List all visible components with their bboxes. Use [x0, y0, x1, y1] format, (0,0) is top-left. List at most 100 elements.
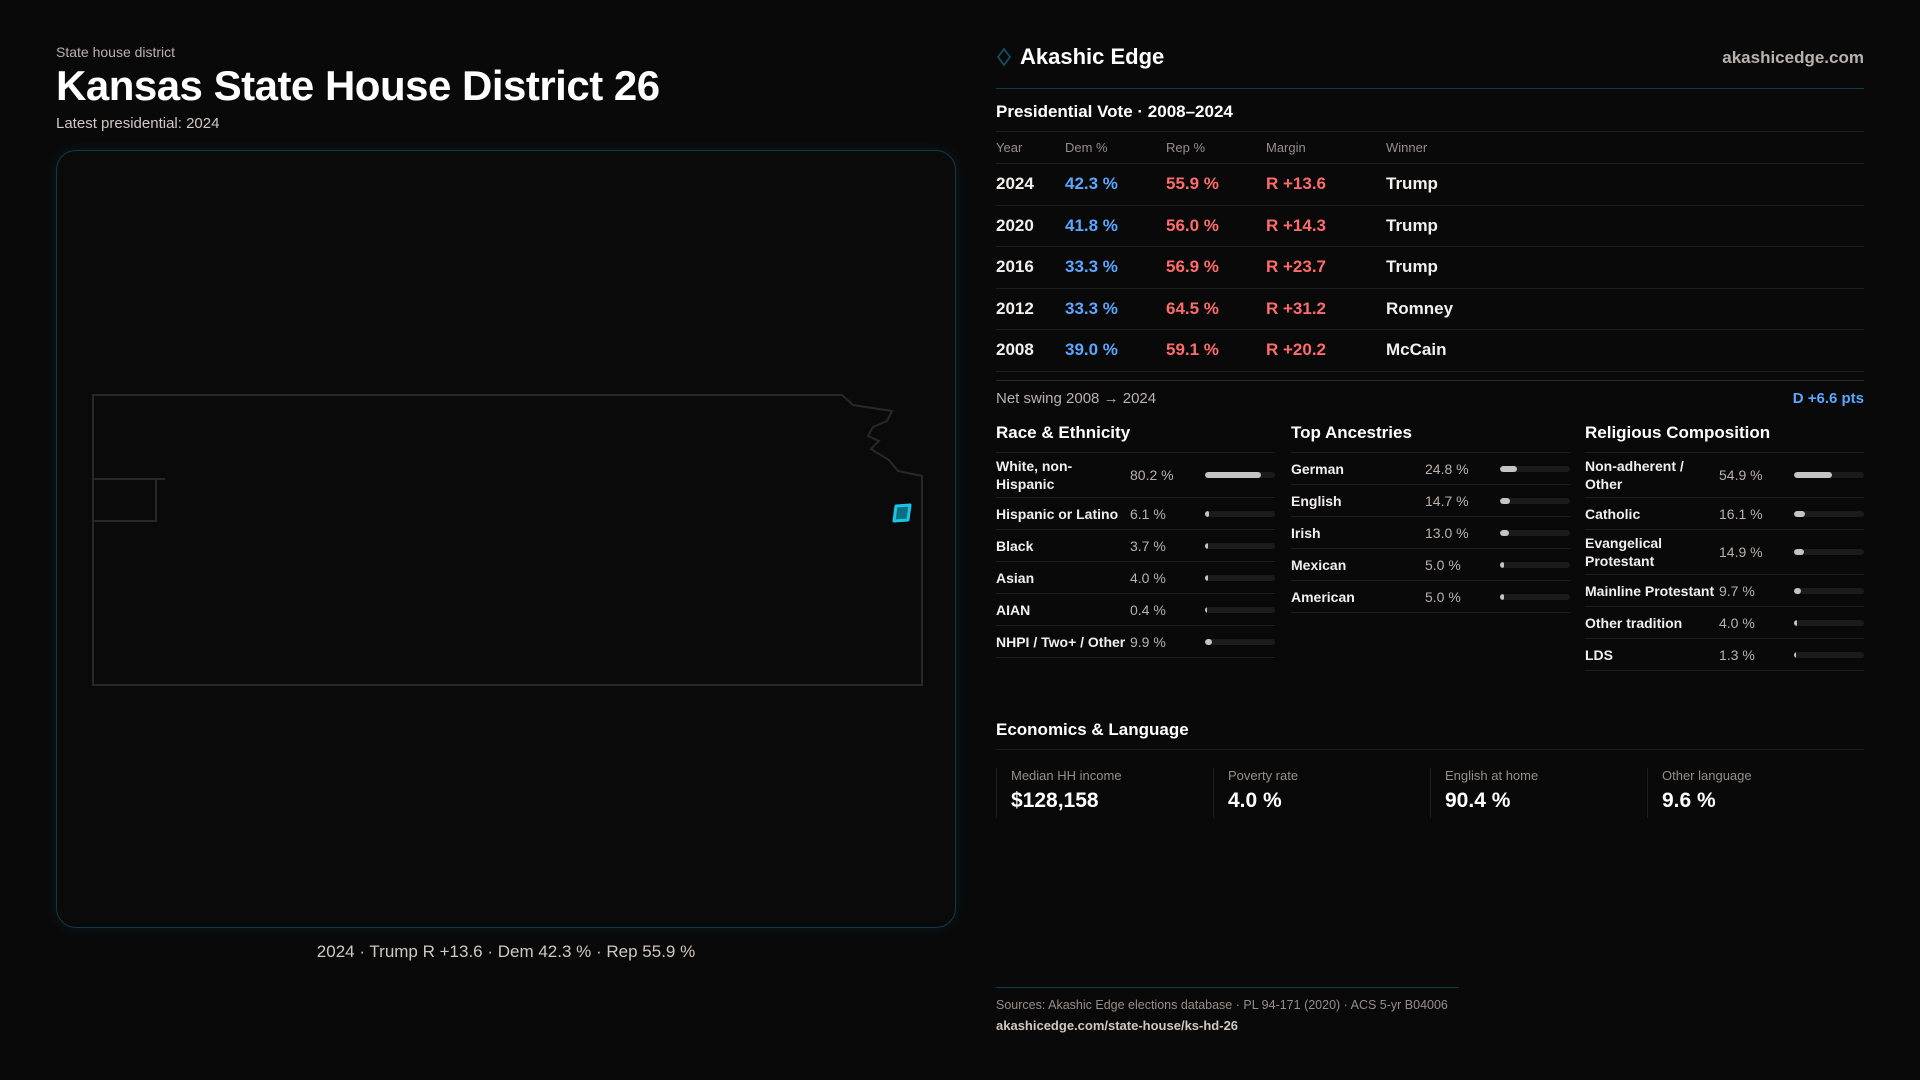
district-map[interactable] [56, 150, 956, 928]
share-bar-fill [1205, 638, 1212, 645]
religion-row: Other tradition 4.0 % [1585, 607, 1864, 639]
race-row: Hispanic or Latino 6.1 % [996, 498, 1275, 530]
stat-value: $128,158 [1011, 789, 1099, 812]
ancestry-row: Mexican 5.0 % [1291, 549, 1570, 581]
row-label: Asian [996, 569, 1035, 586]
share-bar-fill [1205, 510, 1210, 517]
site-link[interactable]: akashicedge.com [1722, 48, 1864, 67]
cell-winner: Trump [1386, 163, 1864, 206]
district-26-highlight[interactable] [892, 503, 912, 523]
header-divider [996, 88, 1864, 89]
kansas-outline [92, 394, 923, 686]
share-bar [1205, 472, 1275, 478]
stat-value: 9.6 % [1662, 789, 1716, 812]
religion-row: Mainline Protestant 9.7 % [1585, 575, 1864, 607]
row-label: NHPI / Two+ / Other [996, 633, 1126, 650]
share-bar-fill [1794, 619, 1797, 626]
share-bar-fill [1794, 651, 1796, 658]
row-label: Mexican [1291, 556, 1347, 573]
race-row: AIAN 0.4 % [996, 594, 1275, 626]
share-bar [1500, 593, 1570, 600]
diamond-outline-icon [997, 47, 1011, 67]
page-url-link[interactable]: akashicedge.com/state-house/ks-hd-26 [996, 1018, 1239, 1033]
presidential-table: Year Dem % Rep % Margin Winner 2024 42.3 … [996, 131, 1864, 372]
brand[interactable]: Akashic Edge [996, 44, 1164, 70]
ancestry-row: Irish 13.0 % [1291, 517, 1570, 549]
ancestry-section: Top Ancestries German 24.8 % English 14.7 %… [1291, 423, 1570, 613]
cell-margin: R +13.6 [1266, 163, 1386, 206]
cell-margin: R +23.7 [1266, 246, 1386, 289]
row-label: White, non-Hispanic [996, 458, 1073, 492]
ancestry-row: German 24.8 % [1291, 453, 1570, 485]
ancestry-row: English 14.7 % [1291, 485, 1570, 517]
race-row: Black 3.7 % [996, 530, 1275, 562]
row-label: Mainline Protestant [1585, 582, 1715, 599]
cell-winner: Romney [1386, 288, 1864, 330]
cell-margin: R +31.2 [1266, 288, 1386, 330]
share-bar-fill [1794, 549, 1805, 555]
row-value: 0.4 % [1130, 601, 1166, 618]
share-bar-fill [1205, 606, 1207, 613]
religion-row: Non-adherent / Other 54.9 % [1585, 453, 1864, 498]
row-label: Other tradition [1585, 614, 1683, 631]
share-bar-fill [1205, 472, 1262, 478]
stat-other-language: Other language 9.6 % [1647, 768, 1864, 818]
share-bar-fill [1500, 593, 1504, 600]
cell-year: 2012 [996, 288, 1065, 330]
cell-winner: Trump [1386, 205, 1864, 247]
row-value: 13.0 % [1425, 524, 1469, 541]
row-label: English [1291, 492, 1342, 509]
page-subtitle: Latest presidential: 2024 [56, 115, 220, 132]
presidential-title: Presidential Vote · 2008–2024 [996, 102, 1233, 121]
stat-value: 4.0 % [1228, 789, 1282, 812]
table-row: 2024 42.3 % 55.9 % R +13.6 Trump [996, 163, 1864, 206]
row-label: LDS [1585, 646, 1613, 663]
share-bar-fill [1500, 529, 1510, 536]
share-bar [1500, 529, 1570, 536]
col-rep: Rep % [1166, 131, 1266, 164]
cell-rep: 59.1 % [1166, 329, 1266, 372]
row-label: German [1291, 460, 1344, 477]
row-value: 9.9 % [1130, 633, 1166, 650]
swing-label: Net swing 2008 → 2024 [996, 390, 1157, 407]
share-bar-fill [1500, 561, 1504, 568]
brand-name: Akashic Edge [1020, 44, 1165, 69]
row-value: 4.0 % [1130, 569, 1166, 586]
row-label: Black [996, 537, 1034, 554]
cell-rep: 64.5 % [1166, 288, 1266, 330]
share-bar [1794, 651, 1864, 658]
col-margin: Margin [1266, 131, 1386, 164]
stat-value: 90.4 % [1445, 789, 1511, 812]
share-bar [1794, 549, 1864, 555]
share-bar-fill [1794, 472, 1833, 478]
row-value: 5.0 % [1425, 556, 1461, 573]
row-label: Non-adherent / Other [1585, 458, 1684, 492]
economics-stats: Median HH income $128,158 Poverty rate 4.0… [996, 768, 1864, 818]
stat-poverty-rate: Poverty rate 4.0 % [1213, 768, 1430, 818]
row-label: Irish [1291, 524, 1321, 541]
share-bar [1205, 574, 1275, 581]
stat-label: Poverty rate [1228, 768, 1299, 783]
share-bar [1794, 472, 1864, 478]
share-bar-fill [1500, 465, 1518, 472]
race-row: NHPI / Two+ / Other 9.9 % [996, 626, 1275, 658]
row-label: Catholic [1585, 505, 1641, 522]
share-bar [1205, 638, 1275, 645]
row-value: 6.1 % [1130, 505, 1166, 522]
row-label: Evangelical Protestant [1585, 535, 1663, 569]
swing-value: D +6.6 pts [1792, 390, 1864, 407]
cell-margin: R +20.2 [1266, 329, 1386, 372]
share-bar-fill [1794, 510, 1806, 517]
share-bar [1205, 510, 1275, 517]
row-value: 24.8 % [1425, 460, 1469, 477]
cell-dem: 33.3 % [1065, 288, 1166, 330]
map-caption: 2024 · Trump R +13.6 · Dem 42.3 % · Rep … [316, 942, 696, 961]
row-value: 9.7 % [1719, 582, 1755, 599]
cell-rep: 56.9 % [1166, 246, 1266, 289]
race-row: Asian 4.0 % [996, 562, 1275, 594]
table-row: 2012 33.3 % 64.5 % R +31.2 Romney [996, 288, 1864, 330]
cell-dem: 33.3 % [1065, 246, 1166, 289]
race-section: Race & Ethnicity White, non-Hispanic 80.2… [996, 423, 1275, 658]
ancestry-title: Top Ancestries [1291, 423, 1570, 453]
row-value: 54.9 % [1719, 467, 1763, 483]
